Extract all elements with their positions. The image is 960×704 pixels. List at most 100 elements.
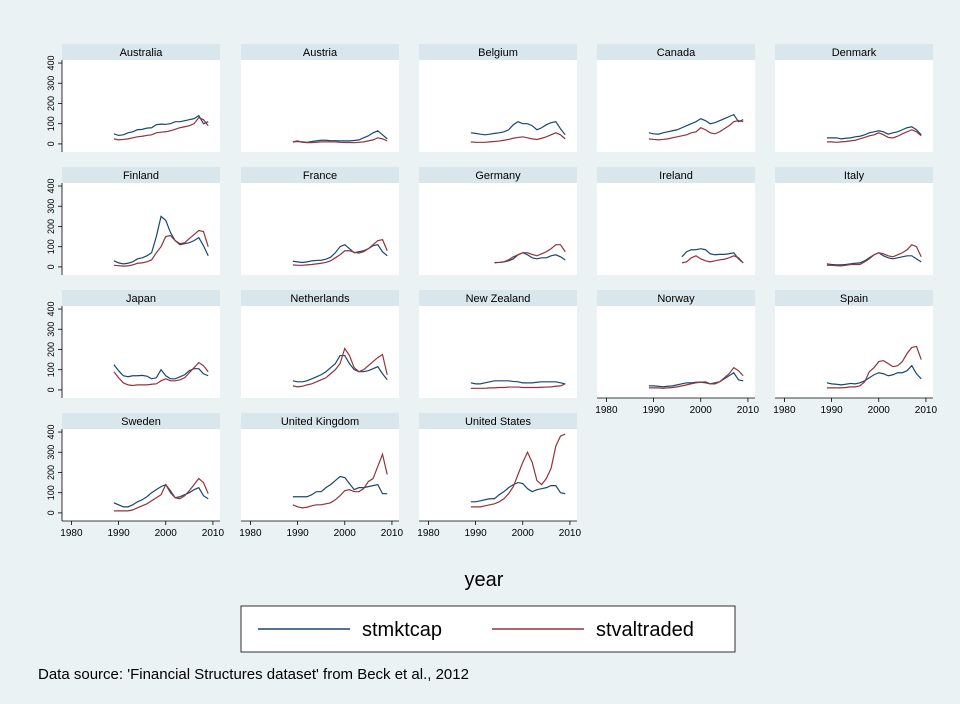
panel-strip [241,413,399,429]
plot-area [241,60,399,152]
series-line [113,229,209,267]
series-line [648,371,744,388]
y-tick-label: 0 [46,141,56,146]
plot-area [62,429,220,521]
x-tick-label: 1980 [239,528,262,539]
series-line [113,116,209,141]
x-tick-label: 2010 [381,528,404,539]
y-tick-label: 200 [46,219,56,234]
plot-area [62,60,220,152]
y-tick-label: 200 [46,342,56,357]
panel-strip [62,167,220,183]
x-tick-label: 1990 [642,405,665,416]
panel-title: Norway [657,293,695,305]
panel-title: United Kingdom [281,416,359,428]
panel-strip [775,44,933,60]
note: Data source: 'Financial Structures datas… [38,666,469,683]
panel-strip [419,290,577,306]
panel-strip [775,167,933,183]
plot-area [419,429,577,521]
panel-title: United States [465,416,532,428]
y-tick-label: 300 [46,322,56,337]
series-line [113,215,209,265]
series-line [681,248,744,264]
series-line [113,114,209,137]
y-tick-label: 400 [46,56,56,71]
panel-strip [597,167,755,183]
plot-area [775,60,933,152]
x-tick-label: 2010 [915,405,938,416]
series-line [648,120,744,141]
x-tick-label: 2010 [559,528,582,539]
x-tick-label: 1980 [773,405,796,416]
plot-area [62,306,220,398]
series-line [470,380,566,385]
x-tick-label: 1990 [107,528,130,539]
x-tick-label: 2000 [690,405,713,416]
series-line [494,244,566,264]
legend-label: stvaltraded [596,619,694,641]
panel-strip [62,290,220,306]
plot-area [419,306,577,398]
x-tick-label: 2000 [868,405,891,416]
series-line [292,238,388,266]
y-tick-label: 400 [46,302,56,317]
panel-strip [62,413,220,429]
panel-strip [775,290,933,306]
series-line [826,126,922,140]
panel-title: Austria [303,47,338,59]
series-line [648,366,744,389]
series-line [113,483,209,508]
y-tick-label: 400 [46,425,56,440]
series-line [292,354,388,383]
series-line [470,120,566,136]
x-tick-label: 1990 [286,528,309,539]
y-tick-label: 100 [46,239,56,254]
x-axis-title: year [465,569,504,591]
series-line [826,364,922,386]
series-line [292,475,388,498]
series-line [826,345,922,389]
panel-strip [241,290,399,306]
y-tick-label: 300 [46,76,56,91]
panel-strip [419,167,577,183]
series-line [826,243,922,267]
panel-title: Spain [840,293,868,305]
series-line [826,129,922,143]
plot-area [775,306,933,398]
y-tick-label: 100 [46,362,56,377]
plot-area [419,60,577,152]
panel-title: Denmark [832,47,877,59]
panel-title: Canada [657,47,696,59]
x-tick-label: 1980 [60,528,83,539]
y-tick-label: 400 [46,179,56,194]
plot-area [775,183,933,275]
panel-strip [597,290,755,306]
panel-title: Belgium [478,47,518,59]
x-tick-label: 2000 [334,528,357,539]
panel-title: Australia [120,47,164,59]
series-line [292,452,388,509]
series-line [292,347,388,388]
x-tick-label: 2000 [155,528,178,539]
y-tick-label: 0 [46,264,56,269]
y-tick-label: 0 [46,387,56,392]
panel-title: New Zealand [466,293,531,305]
series-line [470,383,566,389]
panel-strip [419,44,577,60]
y-tick-label: 200 [46,465,56,480]
x-tick-label: 2010 [202,528,225,539]
y-tick-label: 300 [46,445,56,460]
panel-strip [597,44,755,60]
series-line [113,361,209,387]
x-tick-label: 1990 [464,528,487,539]
panel-title: Sweden [121,416,161,428]
series-line [470,481,566,503]
plot-area [241,306,399,398]
panel-strip [241,44,399,60]
x-tick-label: 1990 [820,405,843,416]
panel-strip [62,44,220,60]
x-tick-label: 2000 [512,528,535,539]
series-line [292,130,388,143]
